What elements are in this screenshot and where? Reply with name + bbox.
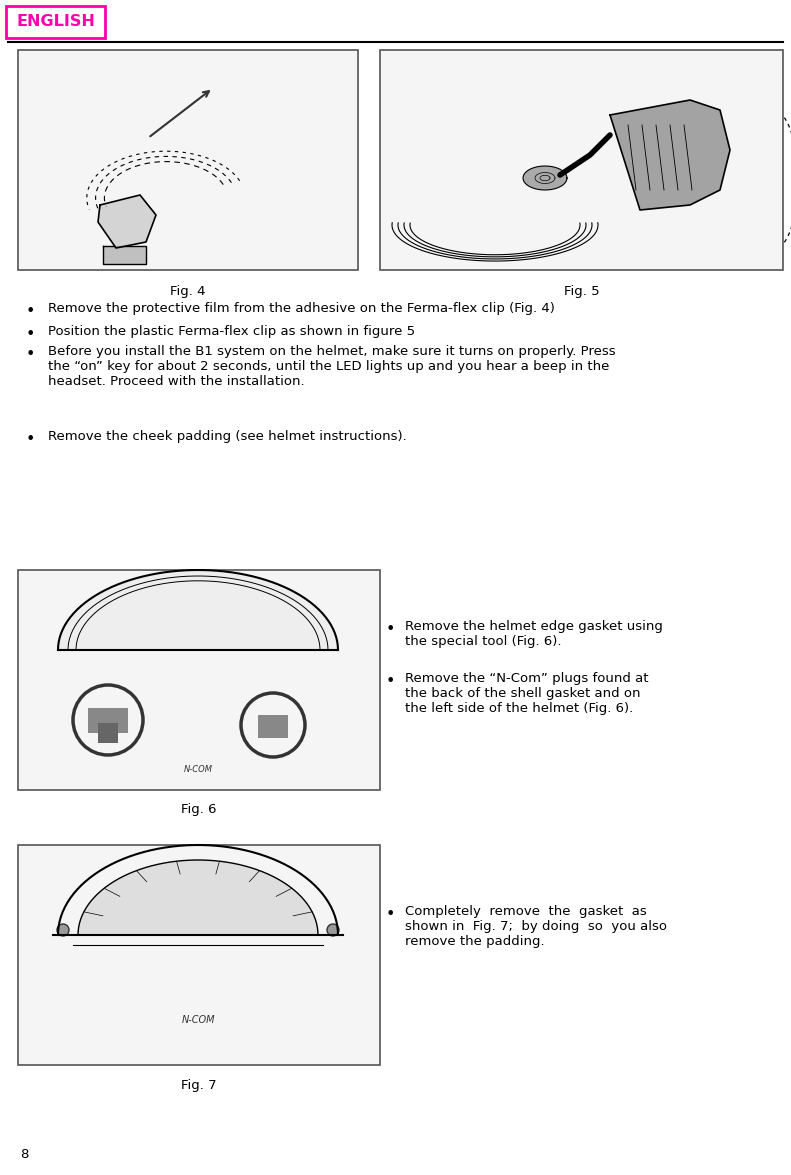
Text: •: • bbox=[385, 674, 395, 689]
Text: •: • bbox=[25, 432, 35, 446]
Text: •: • bbox=[385, 622, 395, 637]
Circle shape bbox=[327, 924, 339, 936]
Polygon shape bbox=[103, 246, 146, 264]
Text: Remove the protective film from the adhesive on the Ferma-flex clip (Fig. 4): Remove the protective film from the adhe… bbox=[48, 302, 554, 315]
Polygon shape bbox=[610, 100, 730, 210]
Bar bbox=[18, 570, 380, 790]
Circle shape bbox=[57, 924, 69, 936]
Text: Fig. 4: Fig. 4 bbox=[170, 286, 206, 298]
Text: N-COM: N-COM bbox=[181, 1015, 214, 1025]
Polygon shape bbox=[88, 709, 128, 733]
Text: Remove the helmet edge gasket using
the special tool (Fig. 6).: Remove the helmet edge gasket using the … bbox=[405, 620, 663, 647]
Text: •: • bbox=[25, 304, 35, 318]
Text: •: • bbox=[385, 907, 395, 922]
Polygon shape bbox=[98, 195, 156, 248]
Text: Remove the “N-Com” plugs found at
the back of the shell gasket and on
the left s: Remove the “N-Com” plugs found at the ba… bbox=[405, 672, 649, 716]
Text: 8: 8 bbox=[20, 1148, 28, 1162]
Polygon shape bbox=[58, 570, 338, 650]
Text: Completely  remove  the  gasket  as
shown in  Fig. 7;  by doing  so  you also
re: Completely remove the gasket as shown in… bbox=[405, 905, 667, 948]
Text: Position the plastic Ferma-flex clip as shown in figure 5: Position the plastic Ferma-flex clip as … bbox=[48, 325, 415, 338]
Polygon shape bbox=[98, 723, 118, 743]
Polygon shape bbox=[258, 716, 288, 738]
Bar bbox=[380, 51, 783, 270]
Text: Before you install the B1 system on the helmet, make sure it turns on properly. : Before you install the B1 system on the … bbox=[48, 345, 615, 388]
Text: Fig. 7: Fig. 7 bbox=[181, 1079, 217, 1092]
Polygon shape bbox=[78, 860, 318, 935]
FancyBboxPatch shape bbox=[6, 6, 105, 38]
Text: Fig. 6: Fig. 6 bbox=[181, 804, 217, 817]
Text: Fig. 5: Fig. 5 bbox=[564, 286, 600, 298]
Text: ENGLISH: ENGLISH bbox=[16, 14, 95, 29]
Text: N-COM: N-COM bbox=[184, 765, 213, 774]
Bar bbox=[18, 845, 380, 1065]
Text: Remove the cheek padding (see helmet instructions).: Remove the cheek padding (see helmet ins… bbox=[48, 430, 407, 443]
Text: •: • bbox=[25, 327, 35, 342]
Polygon shape bbox=[523, 166, 567, 190]
Bar bbox=[18, 51, 358, 270]
Text: •: • bbox=[25, 347, 35, 362]
